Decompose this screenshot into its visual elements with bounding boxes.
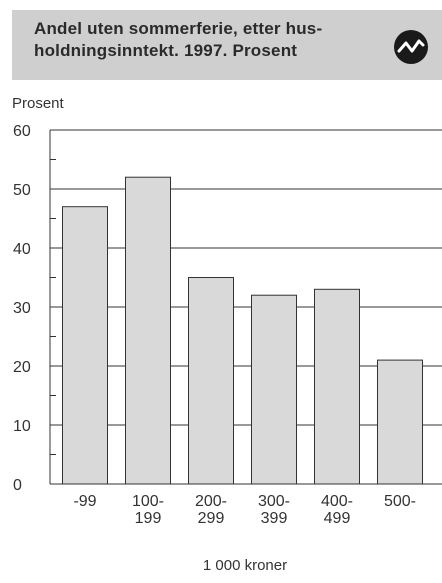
y-tick-label: 40 (13, 241, 31, 258)
y-tick-label: 30 (13, 300, 31, 317)
y-tick-label: 60 (13, 123, 31, 140)
x-tick-label: 400-499 (321, 493, 353, 527)
bar (62, 206, 108, 485)
y-tick-label: 10 (13, 418, 31, 435)
y-tick-label: 20 (13, 359, 31, 376)
bar (314, 288, 360, 485)
chart-title: Andel uten sommerferie, etter hus-holdni… (34, 19, 323, 60)
x-tick-label: 300-399 (258, 493, 290, 527)
bar (188, 277, 234, 485)
x-tick-label: 500- (384, 493, 416, 510)
bar (125, 176, 171, 485)
y-tick-label: 0 (13, 477, 22, 494)
y-tick-label: 50 (13, 182, 31, 199)
chart-header: Andel uten sommerferie, etter hus-holdni… (12, 10, 442, 80)
x-axis-label: 1 000 kroner (203, 557, 287, 574)
y-axis-label: Prosent (12, 95, 65, 112)
bar (251, 294, 297, 485)
x-tick-label: 200-299 (195, 493, 227, 527)
zigzag-line-icon (394, 30, 428, 64)
x-tick-label: -99 (73, 493, 96, 510)
x-tick-label: 100-199 (132, 493, 164, 527)
bar (377, 359, 423, 485)
